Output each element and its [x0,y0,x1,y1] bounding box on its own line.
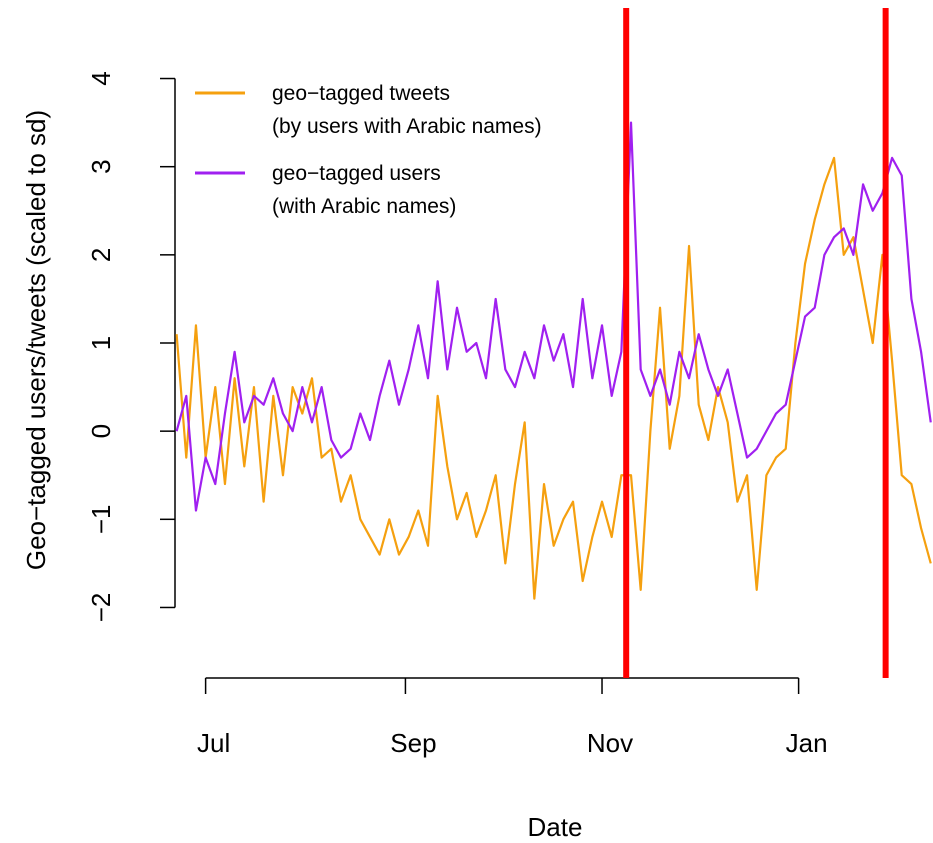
y-tick-label: 4 [86,71,116,85]
y-tick-label: −2 [86,593,116,623]
series-line [175,121,932,512]
x-tick-label: Jan [786,728,828,758]
y-tick-label: −1 [86,504,116,534]
series-line [175,156,932,600]
x-tick-label: Jul [197,728,230,758]
y-tick-label: 0 [86,424,116,438]
y-tick-label: 2 [86,248,116,262]
x-axis-label: Date [528,812,583,842]
y-axis-label: Geo−tagged users/tweets (scaled to sd) [21,110,51,570]
x-tick-label: Sep [390,728,436,758]
y-tick-label: 1 [86,336,116,350]
legend-label: geo−tagged tweets (by users with Arabic … [272,82,542,138]
x-tick-label: Nov [587,728,633,758]
y-tick-label: 3 [86,159,116,173]
legend-label: geo−tagged users (with Arabic names) [272,162,457,218]
